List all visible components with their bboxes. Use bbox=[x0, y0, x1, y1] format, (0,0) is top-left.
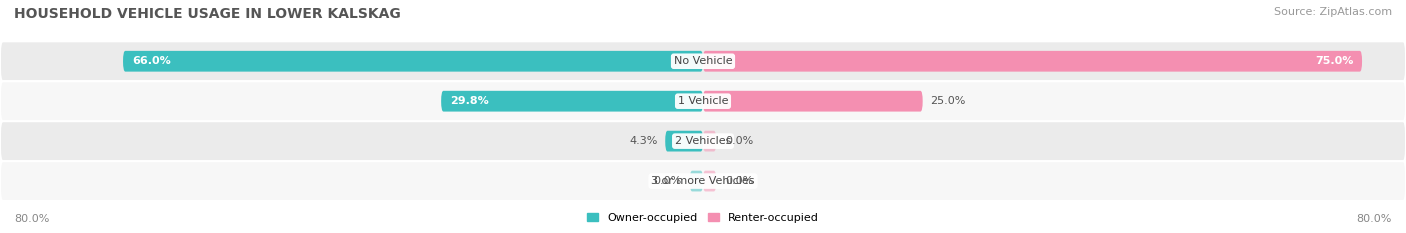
FancyBboxPatch shape bbox=[0, 81, 1406, 121]
FancyBboxPatch shape bbox=[665, 131, 703, 151]
Text: 1 Vehicle: 1 Vehicle bbox=[678, 96, 728, 106]
Text: No Vehicle: No Vehicle bbox=[673, 56, 733, 66]
FancyBboxPatch shape bbox=[441, 91, 703, 112]
FancyBboxPatch shape bbox=[0, 161, 1406, 201]
Text: 0.0%: 0.0% bbox=[652, 176, 681, 186]
Text: 25.0%: 25.0% bbox=[929, 96, 965, 106]
FancyBboxPatch shape bbox=[0, 41, 1406, 81]
FancyBboxPatch shape bbox=[703, 51, 1362, 72]
FancyBboxPatch shape bbox=[124, 51, 703, 72]
Text: 29.8%: 29.8% bbox=[450, 96, 489, 106]
FancyBboxPatch shape bbox=[703, 171, 716, 192]
Text: 66.0%: 66.0% bbox=[132, 56, 170, 66]
Text: HOUSEHOLD VEHICLE USAGE IN LOWER KALSKAG: HOUSEHOLD VEHICLE USAGE IN LOWER KALSKAG bbox=[14, 7, 401, 21]
Text: 2 Vehicles: 2 Vehicles bbox=[675, 136, 731, 146]
Text: 0.0%: 0.0% bbox=[725, 136, 754, 146]
FancyBboxPatch shape bbox=[703, 131, 716, 151]
FancyBboxPatch shape bbox=[0, 121, 1406, 161]
Text: 80.0%: 80.0% bbox=[1357, 214, 1392, 224]
Text: 4.3%: 4.3% bbox=[630, 136, 658, 146]
FancyBboxPatch shape bbox=[690, 171, 703, 192]
Text: 75.0%: 75.0% bbox=[1315, 56, 1354, 66]
Text: 0.0%: 0.0% bbox=[725, 176, 754, 186]
Legend: Owner-occupied, Renter-occupied: Owner-occupied, Renter-occupied bbox=[582, 209, 824, 227]
Text: 80.0%: 80.0% bbox=[14, 214, 49, 224]
Text: 3 or more Vehicles: 3 or more Vehicles bbox=[651, 176, 755, 186]
Text: Source: ZipAtlas.com: Source: ZipAtlas.com bbox=[1274, 7, 1392, 17]
FancyBboxPatch shape bbox=[703, 91, 922, 112]
